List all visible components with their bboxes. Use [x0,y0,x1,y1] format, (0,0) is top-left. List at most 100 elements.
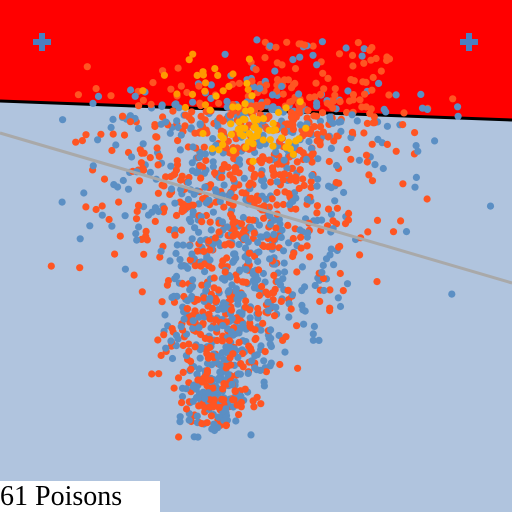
particle-dot [344,87,352,95]
particle-dot [160,71,168,79]
particle-dot [316,139,324,147]
particle-dot [290,249,298,257]
particle-dot [173,117,181,125]
particle-dot [109,130,117,138]
particle-dot [218,218,227,226]
particle-dot [349,91,357,99]
particle-dot [356,251,364,259]
particle-dot [258,282,266,291]
particle-dot [179,368,187,376]
particle-dot [279,247,288,255]
particle-dot [58,198,66,206]
particle-dot [228,380,236,388]
particle-dot [263,98,271,106]
particle-dot [198,218,206,226]
particle-dot [215,374,223,382]
particle-dot [316,90,325,98]
particle-dot [399,180,407,188]
particle-dot [201,79,210,87]
particle-dot [222,421,230,429]
particle-dot [205,237,213,245]
particle-dot [209,400,218,408]
particle-dot [182,111,190,119]
particle-dot [318,109,327,117]
particle-dot [279,200,287,209]
particle-dot [190,433,198,441]
particle-dot [185,340,193,348]
particle-dot [199,71,207,79]
particle-dot [349,62,357,70]
particle-dot [383,140,391,148]
particle-dot [200,143,208,151]
particle-dot [276,360,284,369]
particle-dot [235,240,243,249]
particle-dot [297,233,305,241]
particle-dot [211,234,219,242]
particle-dot [166,129,174,137]
particle-dot [172,211,181,220]
particle-dot [180,315,188,323]
particle-dot [362,78,370,86]
particle-dot [211,169,219,177]
particle-dot [193,71,201,79]
particle-dot [242,278,250,286]
particle-dot [201,150,209,158]
particle-dot [252,66,260,74]
particle-dot [336,269,344,278]
particle-dot [230,226,238,234]
particle-dot [293,268,301,276]
particle-dot [183,88,191,97]
particle-dot [230,250,238,258]
particle-dot [223,103,231,111]
particle-dot [181,103,189,112]
particle-dot [188,250,196,258]
particle-dot [377,67,385,75]
particle-dot [327,245,335,253]
particle-dot [334,294,342,302]
particle-dot [94,136,102,144]
particle-dot [222,364,230,372]
particle-dot [235,118,243,126]
particle-dot [261,54,269,62]
particle-dot [112,141,120,149]
particle-dot [298,263,306,271]
particle-dot [156,253,164,261]
particle-dot [295,90,303,98]
particle-dot [392,147,400,155]
particle-dot [179,205,187,213]
particle-dot [201,268,209,276]
particle-dot [185,347,193,355]
particle-dot [281,188,289,196]
particle-dot [151,122,159,131]
particle-dot [296,166,304,174]
particle-dot [189,50,197,58]
particle-dot [214,122,222,130]
particle-dot [224,371,232,379]
particle-dot [219,134,227,142]
particle-dot [247,431,255,439]
particle-dot [286,176,295,184]
particle-dot [147,100,155,108]
particle-dot [270,235,278,244]
particle-dot [356,96,364,104]
particle-dot [335,50,344,58]
particle-dot [218,337,226,345]
particle-dot [161,311,169,319]
particle-dot [327,184,335,192]
particle-dot [319,261,327,269]
particle-dot [138,288,146,296]
particle-dot [133,236,141,244]
trend-line [0,131,512,285]
particle-dot [278,82,286,90]
particle-dot [220,203,228,211]
particle-dot [189,143,197,151]
particle-dot [196,99,204,107]
particle-dot [335,179,343,187]
particle-dot [250,403,258,411]
particle-dot [238,220,246,228]
particle-dot [213,336,221,345]
particle-dot [314,175,322,183]
particle-dot [283,164,291,172]
particle-swarm [47,36,495,441]
particle-dot [172,249,180,257]
